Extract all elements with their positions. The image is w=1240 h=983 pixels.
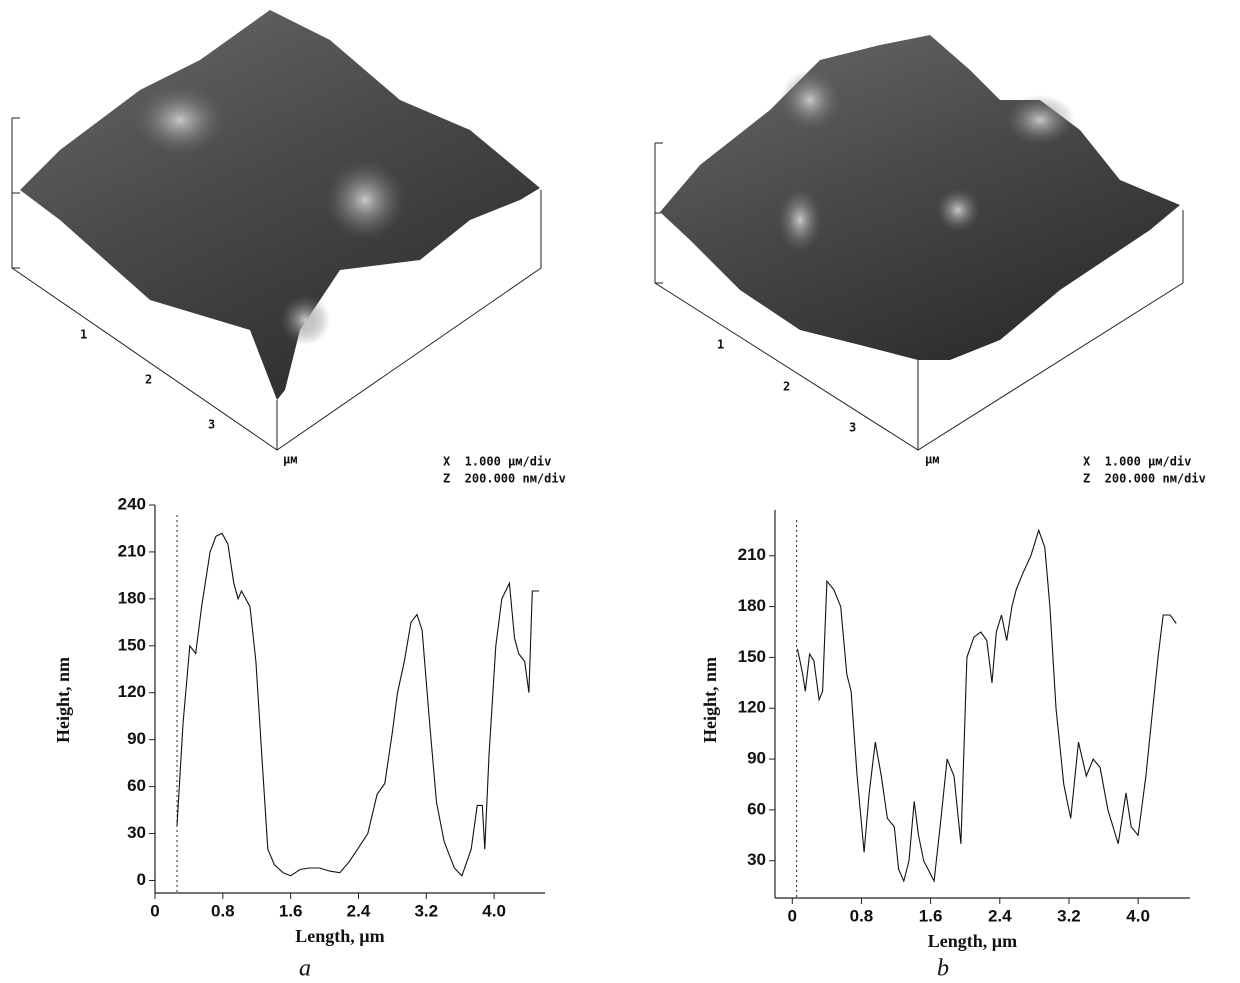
y-tick-label: 240 bbox=[118, 494, 146, 513]
surface bbox=[660, 35, 1180, 360]
axis-label: 1 bbox=[717, 338, 724, 352]
highlight bbox=[325, 160, 405, 240]
surface-a: 1 2 3 μм X 1.000 μм/div Z 200.000 nм/div bbox=[11, 10, 566, 486]
x-tick-label: 0.8 bbox=[211, 901, 235, 920]
y-tick-label: 210 bbox=[738, 545, 766, 564]
x-tick-label: 4.0 bbox=[482, 901, 506, 920]
highlight bbox=[280, 295, 330, 345]
profile-line bbox=[796, 528, 1177, 883]
y-tick-label: 90 bbox=[747, 749, 766, 768]
scale-label: Z 200.000 nм/div bbox=[443, 472, 566, 486]
x-tick-label: 3.2 bbox=[414, 901, 438, 920]
x-tick-label: 4.0 bbox=[1126, 906, 1150, 925]
highlight bbox=[780, 70, 840, 130]
y-tick-label: 0 bbox=[137, 870, 146, 889]
y-tick-label: 120 bbox=[118, 682, 146, 701]
y-tick-label: 60 bbox=[747, 799, 766, 818]
panel-label: b bbox=[937, 956, 949, 982]
y-tick-label: 60 bbox=[127, 776, 146, 795]
surface-b: 1 2 3 μм X 1.000 μм/div Z 200.000 nм/div bbox=[654, 35, 1206, 486]
axis-label: 2 bbox=[783, 380, 790, 394]
y-tick-label: 90 bbox=[127, 729, 146, 748]
surface bbox=[20, 10, 540, 400]
y-axis-label: Height, nm bbox=[700, 657, 720, 743]
scale-label: Z 200.000 nм/div bbox=[1083, 472, 1206, 486]
y-tick-label: 180 bbox=[118, 588, 146, 607]
y-tick-label: 30 bbox=[127, 823, 146, 842]
y-tick-label: 150 bbox=[118, 635, 146, 654]
highlight bbox=[936, 188, 980, 232]
panel-label: a bbox=[299, 956, 311, 982]
y-tick-label: 150 bbox=[738, 647, 766, 666]
scale-label: X 1.000 μм/div bbox=[443, 455, 551, 469]
highlight bbox=[778, 188, 822, 252]
x-axis-label: Length, µm bbox=[295, 926, 384, 946]
axis-label: 1 bbox=[80, 328, 87, 342]
x-tick-label: 2.4 bbox=[988, 906, 1012, 925]
x-tick-label: 0.8 bbox=[850, 906, 874, 925]
x-tick-label: 1.6 bbox=[919, 906, 943, 925]
y-tick-label: 30 bbox=[747, 850, 766, 869]
axis-label: 3 bbox=[849, 421, 856, 435]
highlight bbox=[135, 85, 225, 155]
x-axis-label: Length, µm bbox=[928, 931, 1017, 951]
y-tick-label: 180 bbox=[738, 596, 766, 615]
x-tick-label: 0 bbox=[150, 901, 159, 920]
unit-label: μм bbox=[925, 453, 939, 467]
highlight bbox=[1005, 95, 1075, 145]
y-tick-label: 120 bbox=[738, 698, 766, 717]
x-tick-label: 3.2 bbox=[1057, 906, 1081, 925]
x-tick-label: 1.6 bbox=[279, 901, 303, 920]
x-tick-label: 0 bbox=[788, 906, 797, 925]
axis-label: 2 bbox=[145, 373, 152, 387]
axis-label: 3 bbox=[208, 418, 215, 432]
y-tick-label: 210 bbox=[118, 541, 146, 560]
unit-label: μм bbox=[283, 453, 297, 467]
y-axis-label: Height, nm bbox=[53, 657, 73, 743]
scale-label: X 1.000 μм/div bbox=[1083, 455, 1191, 469]
x-tick-label: 2.4 bbox=[347, 901, 371, 920]
profile-line bbox=[176, 532, 540, 877]
